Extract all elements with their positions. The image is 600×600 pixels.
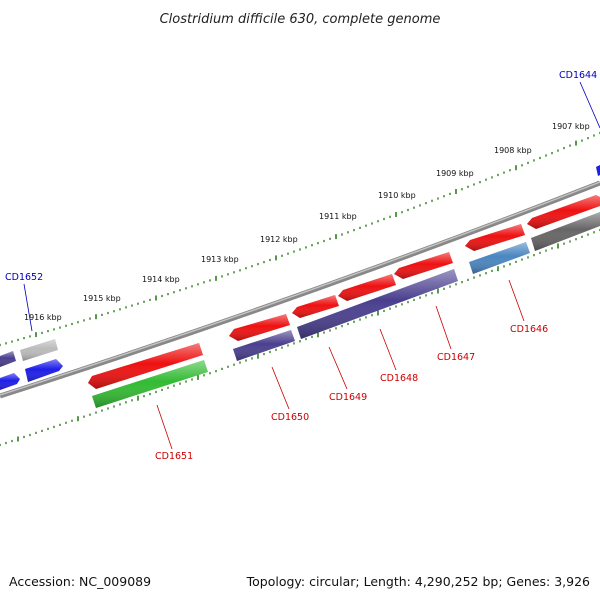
gene-label-cd1649[interactable]: CD1649	[329, 392, 367, 403]
kbp-label-1908: 1908 kbp	[494, 146, 532, 155]
gene-label-cd1647[interactable]: CD1647	[437, 352, 475, 363]
map-title: Clostridium difficile 630, complete geno…	[160, 12, 441, 27]
leader-cd1647	[435, 305, 452, 350]
kbp-label-1914: 1914 kbp	[142, 275, 180, 284]
outer-scale-ticks	[0, 131, 600, 347]
leader-cd1649	[328, 346, 348, 390]
kbp-label-1912: 1912 kbp	[260, 235, 298, 244]
genome-backbone	[0, 180, 600, 399]
gene-arrow-red-6[interactable]	[465, 224, 525, 251]
kbp-label-1916: 1916 kbp	[24, 313, 62, 322]
gene-label-cd1644[interactable]: CD1644	[559, 70, 597, 81]
gene-label-cd1652[interactable]: CD1652	[5, 272, 43, 283]
genome-backbone-highlight	[0, 181, 600, 396]
gene-label-cd1648[interactable]: CD1648	[380, 373, 418, 384]
gene-arrow-purple-2[interactable]	[297, 269, 458, 339]
gene-arrow-red-5[interactable]	[394, 252, 453, 279]
kbp-label-1907: 1907 kbp	[552, 122, 590, 131]
gene-arrow-red-3[interactable]	[292, 295, 339, 318]
leader-cd1650	[271, 366, 290, 410]
gene-arrow-blue-left-1[interactable]	[0, 373, 20, 390]
kbp-label-1910: 1910 kbp	[378, 191, 416, 200]
gene-arrow-green[interactable]	[92, 360, 208, 408]
kbp-label-1913: 1913 kbp	[201, 255, 239, 264]
kbp-label-1915: 1915 kbp	[83, 294, 121, 303]
gene-arrow-lightgray[interactable]	[20, 339, 58, 361]
gene-arrow-purple-1[interactable]	[233, 330, 295, 361]
gene-label-cd1650[interactable]: CD1650	[271, 412, 309, 423]
leader-cd1646	[508, 279, 525, 322]
leader-cd1651	[156, 404, 173, 450]
leader-cd1652	[23, 283, 33, 332]
gene-arrow-blue-left-2[interactable]	[25, 359, 63, 382]
leader-cd1644	[579, 81, 600, 129]
gene-arrow-darkgray[interactable]	[531, 212, 600, 251]
gene-arrow-gray-left[interactable]	[0, 351, 16, 367]
accession-text: Accession: NC_009089	[9, 574, 151, 589]
gene-arrow-red-4[interactable]	[338, 274, 396, 301]
kbp-label-1909: 1909 kbp	[436, 169, 474, 178]
gene-arrow-blue-top-right[interactable]	[596, 165, 600, 176]
gene-label-cd1646[interactable]: CD1646	[510, 324, 548, 335]
gene-arrow-red-7[interactable]	[527, 195, 600, 229]
inner-scale-ticks	[0, 228, 600, 447]
gene-arrow-steelblue[interactable]	[469, 242, 530, 274]
gene-arrow-red-1[interactable]	[88, 343, 203, 389]
kbp-label-1911: 1911 kbp	[319, 212, 357, 221]
topology-summary-text: Topology: circular; Length: 4,290,252 bp…	[246, 574, 590, 589]
gene-arrow-red-2[interactable]	[229, 314, 290, 341]
gene-label-cd1651[interactable]: CD1651	[155, 451, 193, 462]
leader-cd1648	[379, 328, 397, 371]
